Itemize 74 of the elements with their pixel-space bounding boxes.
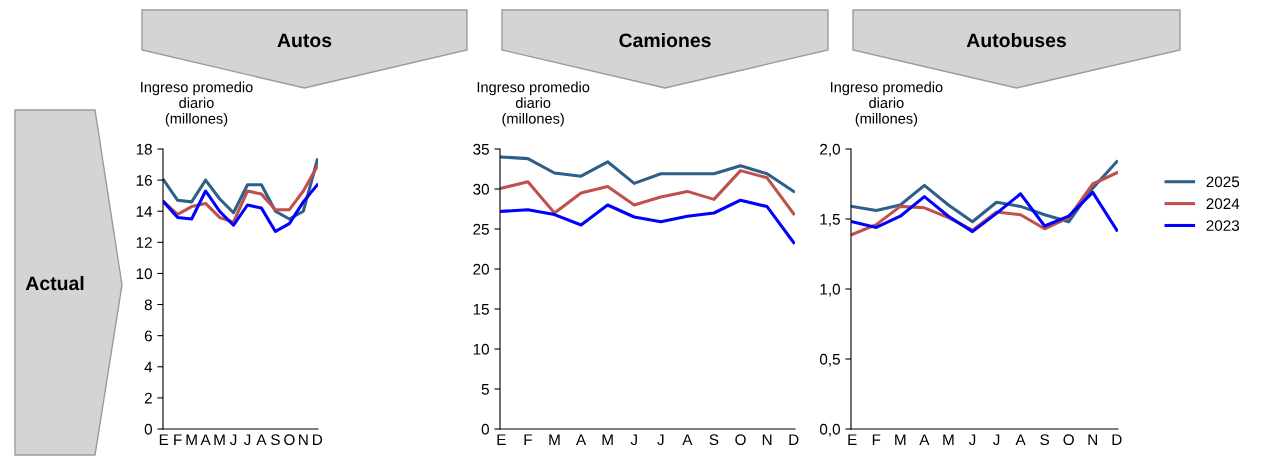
y-tick-label: 35 bbox=[473, 143, 489, 155]
x-tick-label: M bbox=[549, 434, 560, 445]
x-tick-label: J bbox=[229, 434, 237, 446]
y-tick-label: 1,0 bbox=[820, 283, 840, 297]
y-tick-label: 25 bbox=[473, 223, 489, 235]
x-tick-label: D bbox=[1112, 434, 1122, 445]
x-tick-label: E bbox=[159, 434, 169, 445]
x-tick-label: M bbox=[186, 434, 197, 445]
x-tick-label: A bbox=[1015, 434, 1026, 445]
x-tick-label: M bbox=[602, 434, 613, 445]
x-tick-label: O bbox=[735, 434, 746, 446]
chart-title: Camiones bbox=[619, 32, 711, 48]
y-tick-label: 6 bbox=[144, 330, 152, 342]
x-tick-label: N bbox=[1088, 434, 1098, 445]
x-tick-label: A bbox=[256, 434, 267, 445]
y-tick-label: 30 bbox=[473, 183, 489, 195]
x-tick-label: A bbox=[682, 434, 693, 445]
y-axis-title: Ingreso promedio diario (millones) bbox=[830, 81, 943, 127]
y-axis-title: Ingreso promedio diario (millones) bbox=[477, 81, 590, 127]
line-series bbox=[500, 155, 795, 193]
x-tick-label: J bbox=[992, 434, 1000, 446]
x-tick-label: M bbox=[895, 434, 906, 445]
x-tick-label: E bbox=[848, 434, 857, 445]
x-tick-label: M bbox=[943, 434, 954, 445]
line-series bbox=[500, 198, 795, 245]
legend-label: 2024 bbox=[1206, 198, 1240, 210]
line-series bbox=[500, 169, 795, 216]
y-tick-label: 4 bbox=[144, 361, 153, 373]
y-tick-label: 16 bbox=[136, 174, 152, 186]
y-tick-label: 8 bbox=[144, 299, 152, 311]
y-tick-label: 5 bbox=[481, 384, 489, 395]
y-tick-label: 18 bbox=[136, 143, 152, 155]
y-tick-label: 0,0 bbox=[819, 423, 840, 437]
x-tick-label: J bbox=[243, 434, 251, 446]
x-tick-label: J bbox=[968, 434, 976, 446]
y-tick-label: 15 bbox=[473, 304, 489, 315]
x-tick-label: A bbox=[919, 434, 930, 445]
y-tick-label: 10 bbox=[136, 268, 152, 280]
line-series bbox=[851, 190, 1118, 234]
chart-title: Autos bbox=[277, 33, 332, 48]
y-tick-label: 12 bbox=[136, 237, 152, 248]
x-tick-label: M bbox=[214, 434, 225, 445]
x-tick-label: S bbox=[271, 434, 280, 446]
y-axis-title: Ingreso promedio diario (millones) bbox=[141, 81, 253, 127]
x-tick-label: E bbox=[497, 434, 506, 445]
x-tick-label: D bbox=[313, 434, 323, 445]
y-tick-label: 20 bbox=[473, 263, 489, 275]
chart-title: Autobuses bbox=[966, 32, 1066, 48]
y-tick-label: 2 bbox=[144, 392, 152, 404]
x-tick-label: F bbox=[524, 434, 532, 445]
y-tick-label: 2,0 bbox=[820, 143, 840, 157]
x-tick-label: A bbox=[575, 434, 587, 445]
x-tick-label: J bbox=[630, 434, 637, 446]
line-series bbox=[163, 183, 318, 233]
legend-label: 2023 bbox=[1206, 220, 1240, 231]
x-tick-label: A bbox=[200, 434, 211, 445]
y-tick-label: 0 bbox=[481, 423, 489, 435]
x-tick-label: F bbox=[872, 434, 881, 445]
legend-label: 2025 bbox=[1206, 176, 1240, 188]
x-tick-label: O bbox=[1063, 434, 1074, 446]
text: Actual bbox=[25, 275, 84, 291]
y-tick-label: 0,5 bbox=[819, 353, 840, 367]
x-tick-label: S bbox=[709, 434, 719, 446]
x-tick-label: N bbox=[762, 434, 772, 445]
y-tick-label: 14 bbox=[136, 206, 153, 217]
x-tick-label: N bbox=[299, 434, 308, 445]
x-tick-label: S bbox=[1040, 434, 1050, 446]
x-tick-label: O bbox=[284, 434, 295, 446]
x-tick-label: J bbox=[657, 434, 664, 446]
y-tick-label: 1,5 bbox=[820, 214, 840, 227]
y-tick-label: 10 bbox=[473, 343, 489, 355]
x-tick-label: F bbox=[174, 434, 182, 445]
y-tick-label: 0 bbox=[144, 423, 152, 435]
x-tick-label: D bbox=[789, 434, 799, 445]
